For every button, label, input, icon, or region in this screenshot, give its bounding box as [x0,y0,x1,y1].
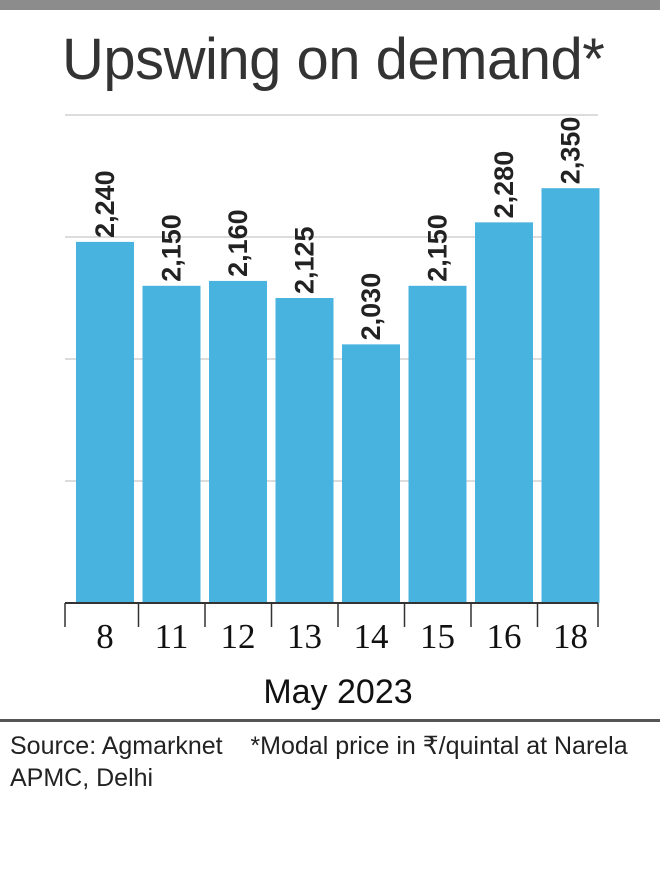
chart-title: Upswing on demand* [62,27,605,92]
bar-value-label: 2,280 [489,151,519,219]
x-tick-label: 15 [420,617,455,656]
x-tick-labels: 8 11 12 13 14 15 16 18 [96,617,588,656]
bar [408,285,467,603]
bar-chart: 2,240 2,150 2,160 2,125 2,030 2,150 2,280 2,350… [64,114,600,711]
footnote: Source: Agmarknet *Modal price in ₹/quin… [10,730,650,794]
price-note: *Modal price in ₹/quintal at Narela APMC… [10,732,628,792]
bar-value-label: 2,150 [157,214,187,282]
bar [541,188,600,603]
x-tick-label: 16 [487,617,522,656]
x-tick-label: 11 [155,617,189,656]
x-axis-title: May 2023 [263,673,412,711]
bar [475,222,533,604]
bar [142,285,201,603]
bar-value-label: 2,150 [423,214,453,282]
bar [209,280,267,603]
source-text: Source: Agmarknet [10,732,223,760]
x-tick-label: 13 [287,617,322,656]
bottom-rule [0,719,660,722]
bar [76,241,134,603]
bar-value-label: 2,240 [90,170,120,238]
x-tick-label: 14 [354,617,389,656]
bar-value-label: 2,030 [356,273,386,341]
bar-value-label: 2,125 [290,226,320,294]
bar-value-labels: 2,240 2,150 2,160 2,125 2,030 2,150 2,280 2,350 [90,117,586,341]
bar-value-label: 2,160 [223,209,253,277]
x-axis [64,602,599,627]
bar [342,344,400,603]
x-tick-label: 18 [553,617,588,656]
bar-value-label: 2,350 [556,117,586,185]
top-rule [0,0,660,10]
x-tick-label: 8 [96,617,114,656]
x-tick-label: 12 [221,617,256,656]
bar [275,298,334,603]
bars [76,188,600,604]
